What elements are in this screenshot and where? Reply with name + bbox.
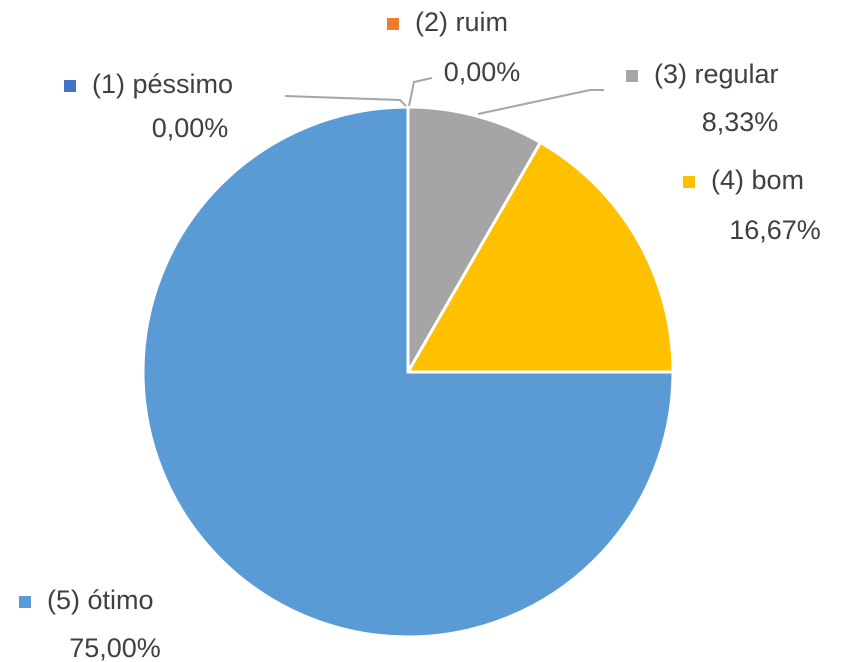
category-label: (3) regular	[654, 59, 779, 89]
category-label: (4) bom	[711, 165, 804, 195]
leader-line	[408, 77, 433, 107]
leader-lines	[284, 77, 604, 115]
leader-line	[284, 95, 407, 107]
legend-swatch	[626, 70, 638, 82]
pie	[141, 105, 675, 639]
category-label: (2) ruim	[415, 7, 508, 37]
legend-swatch	[683, 176, 695, 188]
pie-slice	[406, 105, 543, 378]
value-label: 16,67%	[729, 215, 821, 245]
pie-slice	[141, 105, 675, 639]
value-label: 75,00%	[69, 633, 161, 662]
legend-swatch	[19, 596, 31, 608]
value-label: 8,33%	[702, 107, 779, 137]
value-label: 0,00%	[152, 113, 229, 143]
legend-swatch	[64, 80, 76, 92]
legend-swatch	[387, 18, 399, 30]
value-label: 0,00%	[444, 57, 521, 87]
pie-slice	[405, 140, 675, 374]
category-label: (1) péssimo	[92, 69, 233, 99]
category-label: (5) ótimo	[47, 585, 154, 615]
leader-line	[477, 89, 604, 115]
